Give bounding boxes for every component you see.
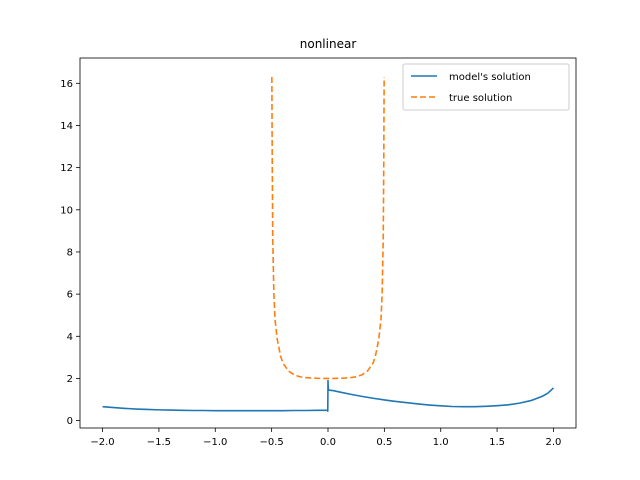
legend: model's solution true solution <box>402 63 570 111</box>
x-tick-label: −1.5 <box>147 437 171 448</box>
x-tick-label: −0.5 <box>259 437 283 448</box>
x-tick-label: 0.5 <box>376 437 392 448</box>
y-tick-label: 8 <box>67 247 73 258</box>
x-tick-label: 1.0 <box>433 437 449 448</box>
legend-box <box>402 63 570 111</box>
y-tick-label: 14 <box>60 121 73 132</box>
y-tick-label: 16 <box>60 79 73 90</box>
x-tick-label: −2.0 <box>90 437 114 448</box>
x-tick-label: 2.0 <box>546 437 562 448</box>
x-tick-label: 1.5 <box>489 437 505 448</box>
series-line-true-solution <box>271 76 385 380</box>
legend-label-true-solution: true solution <box>449 93 512 104</box>
x-tick-label: −1.0 <box>203 437 227 448</box>
legend-label-models-solution: model's solution <box>449 72 531 83</box>
y-tick-label: 10 <box>60 205 73 216</box>
y-tick-label: 6 <box>67 290 73 301</box>
plot-lines <box>102 76 554 412</box>
x-axis: −2.0 −1.5 −1.0 −0.5 0.0 0.5 1.0 1.5 2.0 <box>90 428 561 448</box>
y-tick-label: 4 <box>67 332 73 343</box>
chart-title: nonlinear <box>300 37 357 51</box>
x-tick-label: 0.0 <box>320 437 336 448</box>
y-tick-label: 12 <box>60 163 73 174</box>
series-line-model-s-solution <box>102 379 554 412</box>
y-tick-label: 0 <box>67 416 73 427</box>
y-tick-label: 2 <box>67 374 73 385</box>
y-axis: 0 2 4 6 8 10 12 14 16 <box>60 79 80 427</box>
